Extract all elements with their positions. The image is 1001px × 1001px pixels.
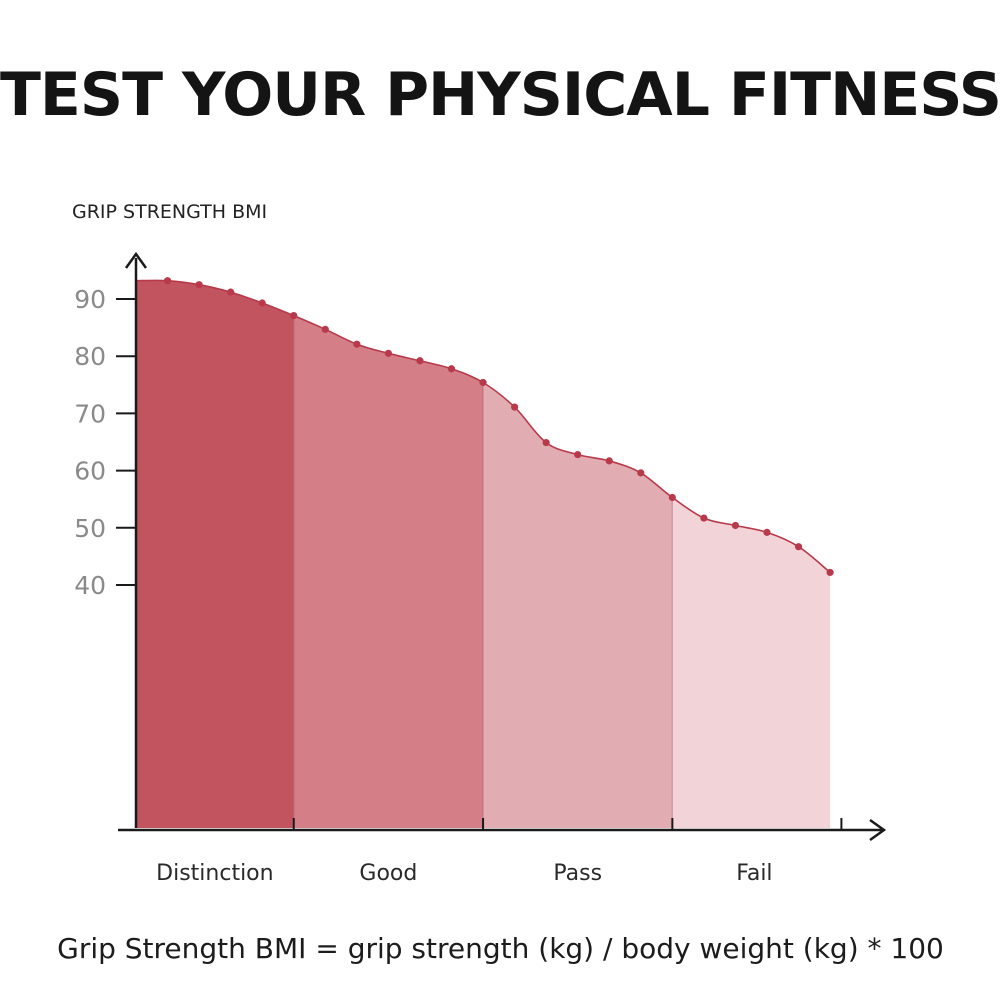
- band-area-pass: [483, 382, 673, 828]
- data-point: [195, 281, 203, 289]
- data-point: [321, 325, 329, 333]
- y-tick-label: 50: [74, 514, 106, 543]
- category-label-pass: Pass: [553, 861, 602, 886]
- data-point: [353, 340, 361, 348]
- data-point: [668, 493, 676, 502]
- y-axis-label: GRIP STRENGTH BMI: [72, 201, 267, 223]
- y-tick-label: 70: [74, 399, 106, 428]
- data-points: [163, 277, 834, 577]
- data-point: [542, 438, 550, 447]
- data-point: [384, 349, 392, 357]
- data-point: [479, 378, 487, 387]
- data-point: [637, 469, 645, 477]
- band-area-good: [293, 315, 484, 828]
- data-point: [605, 457, 613, 465]
- data-point: [163, 277, 172, 285]
- category-labels: Distinction Good Pass Fail: [156, 861, 772, 886]
- y-tick-label: 80: [74, 342, 106, 371]
- x-axis: [118, 818, 887, 842]
- data-point: [574, 450, 582, 459]
- y-tick-label: 90: [74, 285, 106, 314]
- y-tick-label: 40: [74, 571, 106, 600]
- band-dividers: [293, 315, 673, 828]
- data-point: [731, 521, 740, 530]
- data-point: [763, 528, 771, 536]
- data-point: [227, 288, 235, 296]
- band-area-distinction: [136, 280, 294, 828]
- data-point: [416, 357, 424, 365]
- y-tick-labels: 90 80 70 60 50 40: [74, 285, 106, 600]
- band-area-fail: [672, 497, 831, 828]
- data-point: [258, 299, 266, 307]
- data-point: [794, 543, 803, 551]
- category-label-good: Good: [359, 861, 417, 886]
- category-label-fail: Fail: [736, 861, 772, 886]
- category-label-distinction: Distinction: [156, 861, 273, 886]
- y-tick-label: 60: [74, 457, 106, 486]
- x-tick-marks: [292, 818, 843, 830]
- data-point: [510, 403, 519, 411]
- data-point: [700, 514, 708, 522]
- data-point: [447, 365, 456, 373]
- formula-text: Grip Strength BMI = grip strength (kg) /…: [57, 932, 944, 965]
- data-point: [290, 311, 298, 320]
- band-areas: [136, 280, 831, 828]
- y-tick-marks: [116, 298, 136, 586]
- page-title: TEST YOUR PHYSICAL FITNESS: [0, 60, 1001, 130]
- data-point: [826, 568, 834, 577]
- y-axis: [124, 251, 148, 828]
